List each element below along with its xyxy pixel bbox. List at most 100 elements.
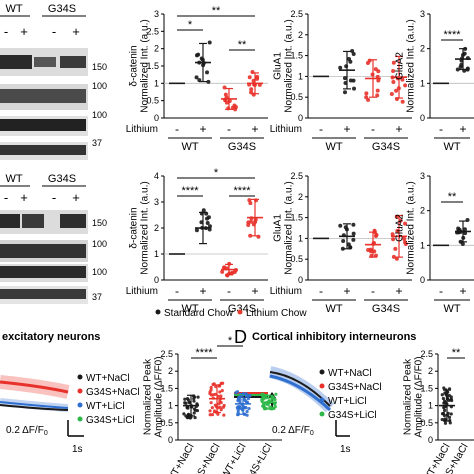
data-point	[183, 397, 187, 401]
y-tick-label: 2	[298, 30, 303, 40]
data-point	[243, 405, 247, 410]
data-point	[348, 59, 353, 64]
data-point	[391, 69, 396, 74]
data-point	[220, 388, 224, 393]
y-tick-label: 0.5	[290, 254, 303, 264]
y-tick-label: 2.5	[290, 171, 303, 181]
blot-lithium-sign: +	[72, 190, 80, 205]
data-point	[442, 413, 447, 418]
blot-lithium-sign: -	[52, 190, 56, 205]
data-point	[255, 76, 260, 81]
y-tick-label: 0.5	[160, 418, 173, 428]
data-point	[247, 393, 252, 398]
data-point	[394, 256, 399, 261]
data-point	[273, 405, 277, 409]
lithium-sign: -	[371, 284, 375, 298]
y-tick-label: 1.5	[146, 61, 159, 71]
data-point	[192, 411, 196, 415]
significance-mark: *	[214, 167, 219, 179]
trace-legend-inhibitory: WT+NaCl G34S+NaCl WT+LiCl G34S+LiCl	[319, 368, 382, 421]
blot-marker: 150	[92, 62, 107, 72]
y-tick-label: 2.5	[146, 26, 159, 36]
chart-glua1-top: 0 0.5 1 1.5 2 2.5 GluA1 Normalized Int. (a.u.)	[273, 9, 412, 123]
data-point	[391, 237, 396, 242]
data-point	[400, 77, 405, 82]
group-label: WT	[443, 303, 460, 315]
data-point	[351, 231, 356, 236]
legend-g34s-nacl: G34S+NaCl	[86, 387, 140, 398]
y-tick-label: 2	[154, 223, 159, 233]
data-point	[221, 381, 225, 385]
data-point	[403, 83, 408, 88]
legend-wt-licl: WT+LiCl	[86, 401, 125, 412]
lithium-sign: +	[395, 122, 402, 136]
lithium-sign: +	[199, 284, 206, 298]
legend-wt-nacl: WT+NaCl	[328, 368, 372, 379]
y-tick-label: 2.5	[290, 9, 303, 19]
y-tick-label: 1	[154, 249, 159, 259]
data-point	[365, 61, 370, 66]
y-axis-label: Normalized Int. (a.u.)	[140, 181, 151, 274]
data-point	[194, 75, 199, 80]
data-point	[350, 48, 355, 53]
y-axis-label: Normalized Int. (a.u.)	[406, 181, 417, 274]
data-point	[270, 395, 274, 399]
significance-mark: ****	[443, 29, 461, 41]
trace-legend-excitatory: WT+NaCl G34S+NaCl WT+LiCl G34S+LiCl	[77, 373, 140, 426]
data-point	[375, 93, 380, 98]
data-point	[456, 226, 461, 231]
group-label: G34S	[372, 141, 400, 153]
data-point	[224, 100, 229, 105]
y-tick-label: 2	[428, 366, 433, 376]
data-point	[402, 236, 407, 241]
legend-g34s-licl: G34S+LiCl	[86, 415, 135, 426]
significance-mark: ****	[195, 347, 213, 359]
y-axis-label: GluA2	[395, 52, 406, 80]
category-label: WT+LiCl	[220, 442, 249, 474]
data-point	[217, 402, 221, 406]
lithium-sign: -	[439, 122, 443, 136]
data-point	[391, 254, 396, 259]
y-tick-label: 0	[428, 435, 433, 445]
group-label: WT	[325, 141, 342, 153]
data-point	[375, 88, 380, 93]
data-point	[390, 232, 395, 237]
blot-lithium-sign: -	[4, 190, 8, 205]
blot-marker: 37	[92, 292, 102, 302]
scalebar-amp-d: 0.2 ΔF/F0	[272, 425, 314, 437]
data-point	[206, 79, 211, 84]
lithium-sign: +	[459, 284, 466, 298]
group-label: WT	[325, 303, 342, 315]
blot-marker: 100	[92, 267, 107, 277]
blot-group-g34s: G34S	[48, 3, 76, 15]
data-point	[216, 412, 220, 416]
data-point	[442, 408, 447, 412]
y-tick-label: 4	[154, 171, 159, 181]
data-point	[184, 401, 188, 405]
lithium-label: Lithium	[126, 124, 158, 135]
data-point	[247, 406, 251, 411]
lithium-label: Lithium	[126, 286, 158, 297]
group-label: G34S	[372, 303, 400, 315]
lithium-sign: +	[343, 122, 350, 136]
y-axis-label: δ-catenin	[129, 207, 140, 248]
y-tick-label: 2	[168, 366, 173, 376]
blot-marker: 37	[92, 138, 102, 148]
y-axis-label: Amplitude (ΔF/F0)	[414, 356, 425, 437]
data-point	[247, 198, 252, 203]
data-point	[403, 221, 408, 226]
blot-lithium-sign: +	[72, 24, 80, 39]
data-point	[210, 413, 215, 417]
chart-glua2-top: 0 1 2 3 GluA2 Normalized Int. (a.u.) ****	[395, 9, 474, 123]
y-tick-label: 3	[154, 197, 159, 207]
data-point	[443, 421, 448, 425]
data-point	[351, 237, 356, 242]
lithium-sign: -	[439, 284, 443, 298]
data-point	[261, 392, 265, 396]
data-point	[248, 201, 253, 206]
y-tick-label: 1	[420, 78, 425, 88]
data-point	[455, 67, 460, 72]
data-point	[232, 103, 237, 108]
blot-lithium-sign: +	[20, 190, 28, 205]
